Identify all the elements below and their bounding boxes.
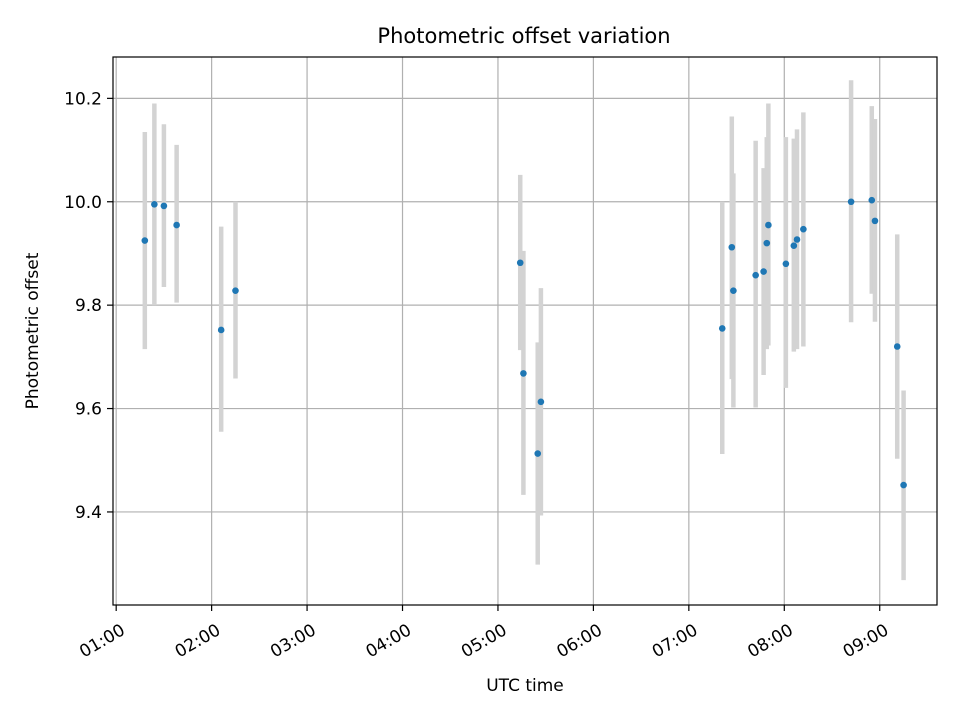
x-tick-label: 02:00 [172,620,224,662]
data-point [752,271,759,279]
y-tick-label: 9.4 [75,503,102,523]
x-tick-label: 06:00 [553,620,605,662]
data-point [793,236,801,243]
data-point [173,221,180,229]
x-tick-label: 01:00 [76,620,128,662]
error-bars [142,80,906,581]
data-point [718,325,726,332]
data-point [217,326,225,334]
data-point [232,287,239,294]
grid-lines [113,57,937,605]
data-point [534,450,542,457]
y-axis-ticks: 9.4 9.6 9.8 10.0 10.2 [64,89,113,523]
data-point [160,202,168,210]
plot-frame [112,56,938,606]
data-point [516,259,524,267]
data-point [763,239,771,247]
data-point [868,196,876,204]
data-point [893,343,901,350]
data-point [537,398,545,406]
data-point [151,201,158,208]
y-tick-label: 10.2 [64,89,102,109]
x-axis-label: UTC time [486,676,564,696]
y-tick-label: 10.0 [64,193,102,213]
data-point [141,237,149,244]
data-point [871,217,879,225]
y-tick-label: 9.6 [75,400,102,420]
data-point [765,221,772,229]
data-point [900,481,907,489]
chart-title: Photometric offset variation [377,24,670,48]
data-point [790,242,798,249]
x-tick-label: 04:00 [363,620,415,662]
x-tick-label: 03:00 [267,620,319,662]
y-axis-label: Photometric offset [23,252,43,409]
x-tick-label: 07:00 [649,620,701,662]
x-tick-label: 09:00 [840,620,892,662]
data-point [800,225,807,233]
x-tick-label: 05:00 [458,620,510,662]
x-tick-label: 08:00 [744,620,796,662]
y-tick-label: 9.8 [75,296,102,316]
data-point [728,243,736,251]
data-points [141,196,907,489]
x-axis-ticks: 01:00 02:00 03:00 04:00 05:00 06:00 07:00 08:00… [76,605,892,662]
data-point [730,287,737,294]
data-point [782,260,790,268]
data-point [847,198,855,206]
data-point [520,370,527,377]
data-point [760,268,767,275]
